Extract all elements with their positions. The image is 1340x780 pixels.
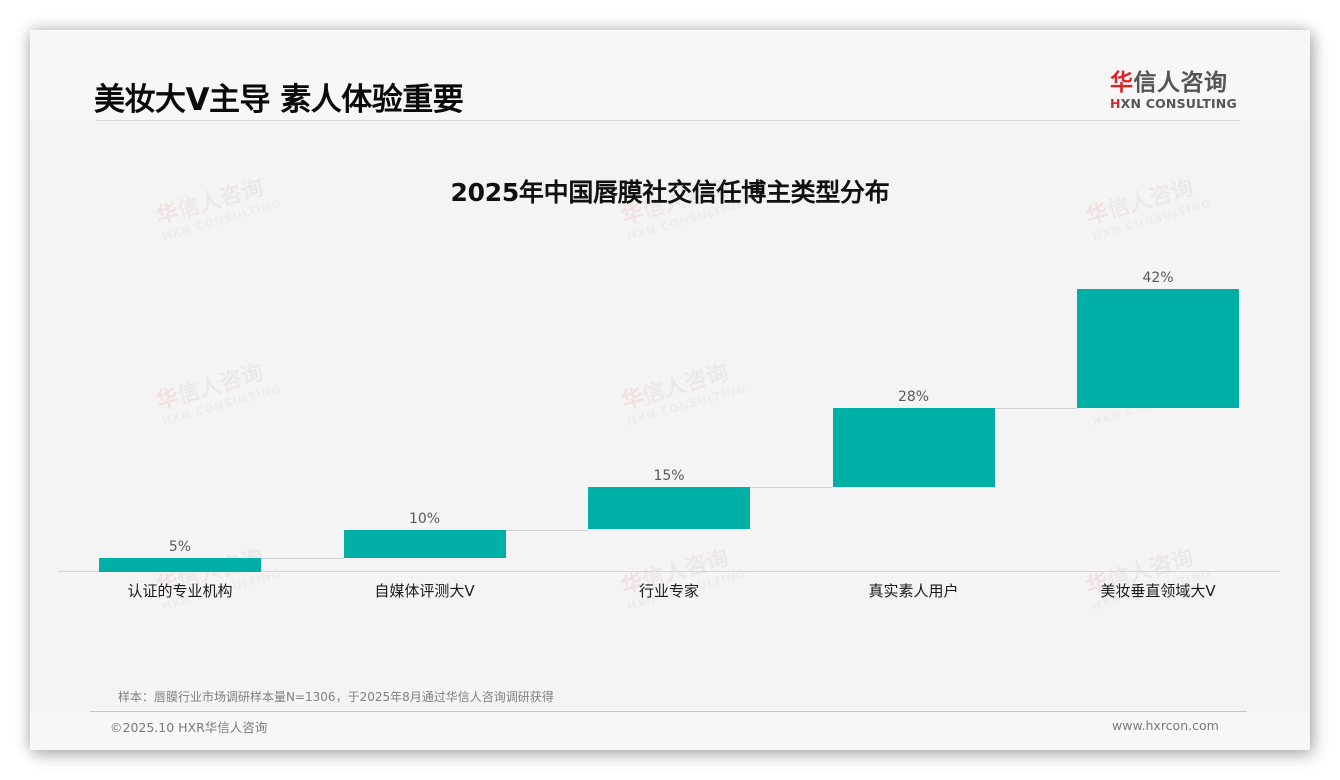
company-logo: 华信人咨询 HXN CONSULTING <box>1110 63 1242 111</box>
logo-chinese-text: 信人咨询 <box>1133 70 1228 96</box>
logo-accent-char: 华 <box>1110 70 1134 96</box>
waterfall-connector <box>750 487 833 488</box>
copyright-text: ©2025.10 HXR华信人咨询 <box>110 720 268 735</box>
waterfall-chart: 5% 认证的专业机构 10% 自媒体评测大V 15% 行业专家 28% 真实素人用户 42% 美妆… <box>30 30 1310 750</box>
bar-value-label: 10% <box>408 511 441 527</box>
category-label: 认证的专业机构 <box>127 582 233 600</box>
category-label: 自媒体评测大V <box>374 582 475 600</box>
bar-value-label: 42% <box>1142 270 1174 286</box>
waterfall-connector <box>261 558 344 559</box>
bar <box>588 487 750 529</box>
bar-value-label: 15% <box>653 468 685 484</box>
category-label: 真实素人用户 <box>868 582 959 600</box>
slide: 美妆大V主导 素人体验重要 华信人咨询 HXN CONSULTING 华信人咨询… <box>30 30 1310 750</box>
chart-title: 2025年中国唇膜社交信任博主类型分布 <box>450 178 890 207</box>
bar <box>1077 289 1239 408</box>
bar <box>99 558 261 572</box>
header-band <box>30 30 1310 120</box>
category-label: 美妆垂直领域大V <box>1100 582 1216 600</box>
bar-value-label: 5% <box>168 539 192 555</box>
footer-band <box>30 712 1310 750</box>
waterfall-connector <box>994 408 1077 409</box>
bar-value-label: 28% <box>897 389 930 405</box>
title-divider <box>96 120 1240 121</box>
logo-chinese: 华信人咨询 <box>1110 63 1242 97</box>
category-label: 行业专家 <box>638 582 699 600</box>
sample-note: 样本：唇膜行业市场调研样本量N=1306，于2025年8月通过华信人咨询调研获得 <box>118 690 554 704</box>
waterfall-connector <box>505 530 588 531</box>
logo-english: HXN CONSULTING <box>1110 96 1242 111</box>
bar <box>832 408 995 487</box>
x-axis-line <box>58 571 1280 572</box>
logo-english-text: XN CONSULTING <box>1120 96 1237 111</box>
website-link[interactable]: www.hxrcon.com <box>1112 718 1219 733</box>
bar <box>343 530 506 558</box>
footer-divider <box>90 711 1247 712</box>
logo-accent-letter: H <box>1110 96 1121 111</box>
page-title: 美妆大V主导 素人体验重要 <box>94 82 464 118</box>
